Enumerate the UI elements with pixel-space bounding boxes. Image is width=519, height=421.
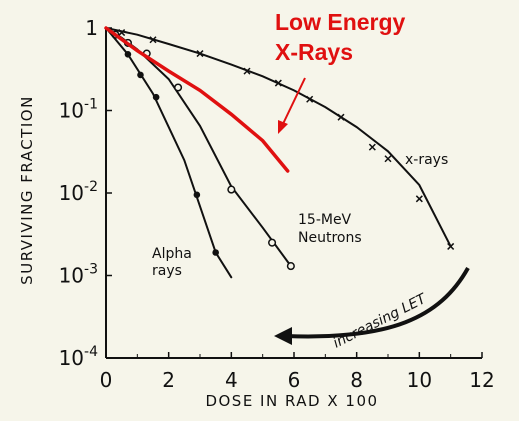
data-point-x-rays [415,195,423,203]
x-axis-label: DOSE IN RAD X 100 [205,392,378,410]
data-point-15-mev-neutrons [174,83,183,92]
data-point-x-rays [196,50,204,58]
y-tick-label: 10-3 [59,262,98,288]
series-label-15-mev-neutrons: Neutrons [298,230,362,246]
x-tick-label: 0 [100,368,113,392]
data-point-x-rays [149,36,157,44]
data-point-alpha-rays [212,249,219,256]
data-point-15-mev-neutrons [227,185,236,194]
y-ticks: 1 10-1 10-2 10-3 10-4 [59,16,112,370]
y-tick-label: 10-1 [59,97,98,123]
data-point-x-rays [447,242,455,250]
data-point-alpha-rays [152,93,160,101]
y-axis-label: SURVIVING FRACTION [18,95,36,285]
increasing-let-arrow: increasing LET [274,267,470,352]
data-point-x-rays [368,143,376,151]
x-tick-label: 2 [162,368,175,392]
series-label-low-energy-x-rays: X-Rays [275,39,353,65]
y-tick-label: 1 [85,16,98,40]
series-label-15-mev-neutrons: 15-MeV [298,212,352,228]
data-point-x-rays [118,29,126,37]
y-tick-label: 10-4 [59,344,99,370]
series-group [104,26,455,279]
series-label-alpha-rays: Alpha [152,246,192,262]
data-point-15-mev-neutrons [268,238,277,247]
data-point-alpha-rays [137,71,144,79]
increasing-let-label: increasing LET [331,290,430,351]
low-energy-pointer-arrow [278,77,306,134]
data-point-x-rays [384,155,392,163]
data-point-x-rays [274,79,282,87]
data-point-x-rays [306,95,314,103]
data-point-15-mev-neutrons [286,262,295,271]
plot-frame [105,28,482,359]
series-label-alpha-rays: rays [152,263,182,279]
x-tick-label: 8 [350,368,363,392]
series-line-low-energy-x-rays [104,26,290,173]
data-point-x-rays [243,67,251,75]
x-tick-label: 10 [407,368,432,392]
data-point-x-rays [337,113,345,121]
data-point-alpha-rays [193,191,201,199]
x-tick-label: 4 [225,368,238,392]
x-tick-label: 6 [288,368,301,392]
series-line-alpha-rays [105,27,233,279]
series-label-x-rays: x-rays [405,152,448,168]
data-point-alpha-rays [124,50,132,58]
y-tick-label: 10-2 [59,179,98,205]
x-tick-label: 12 [469,368,494,392]
series-label-low-energy-x-rays: Low Energy [275,9,406,35]
x-ticks: 0 2 4 6 8 10 12 [100,352,495,392]
